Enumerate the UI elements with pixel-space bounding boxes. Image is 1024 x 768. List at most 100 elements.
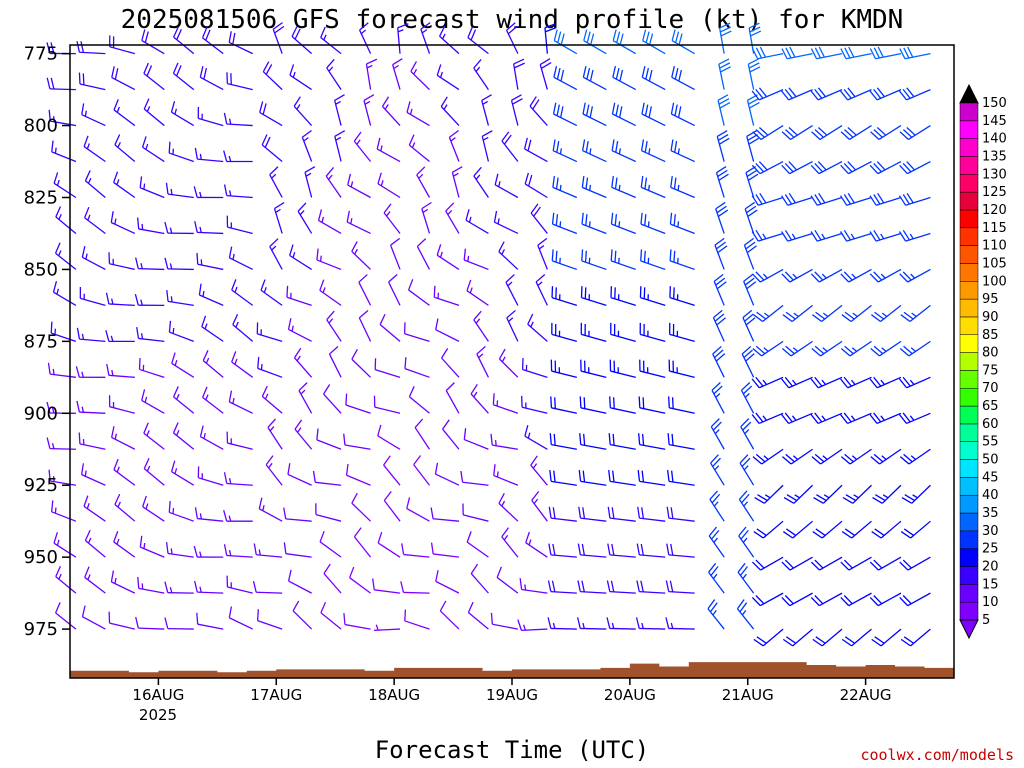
wind-barb <box>374 358 401 378</box>
wind-barb <box>50 321 77 342</box>
wind-barb <box>506 22 519 54</box>
wind-barb <box>713 273 727 306</box>
wind-barb <box>671 66 696 91</box>
wind-barb <box>55 565 77 594</box>
wind-barb <box>537 237 548 270</box>
wind-barb <box>286 285 312 307</box>
colorbar-swatch <box>959 209 979 229</box>
wind-barb <box>136 327 165 343</box>
wind-barb <box>110 570 136 594</box>
colorbar-swatch <box>959 298 979 318</box>
wind-barb <box>611 176 637 199</box>
wind-barb <box>81 103 106 127</box>
wind-barb <box>551 212 578 235</box>
wind-barb <box>421 201 432 234</box>
wind-barb <box>899 160 931 175</box>
wind-barb <box>606 617 636 630</box>
colorbar-swatch <box>959 174 979 193</box>
wind-barb <box>812 304 843 323</box>
wind-barb <box>259 101 283 127</box>
colorbar-top-arrow <box>959 83 979 104</box>
wind-barb <box>667 433 695 450</box>
wind-barb <box>498 348 519 378</box>
wind-barb <box>638 433 666 450</box>
wind-barb <box>441 348 460 378</box>
wind-barb <box>406 497 430 522</box>
wind-barb <box>553 29 578 55</box>
wind-barb <box>740 382 755 414</box>
colorbar-tick-label: 50 <box>982 453 999 468</box>
wind-barb <box>223 510 253 522</box>
wind-barb <box>641 102 666 127</box>
wind-barb <box>668 359 695 378</box>
x-year-label: 2025 <box>139 706 177 724</box>
wind-barb <box>345 463 371 486</box>
wind-barb <box>105 292 135 307</box>
wind-barb <box>812 628 843 647</box>
credit-text: coolwx.com/models <box>860 746 1014 764</box>
wind-barb <box>388 274 401 306</box>
wind-barb <box>751 592 784 607</box>
wind-barb <box>460 470 489 486</box>
wind-barb <box>48 109 77 127</box>
wind-barb <box>166 290 194 307</box>
wind-barb <box>781 556 813 571</box>
wind-barb <box>751 268 784 283</box>
wind-barb <box>141 136 165 163</box>
wind-barb <box>840 448 872 465</box>
wind-barb <box>547 617 577 630</box>
wind-barb <box>870 125 902 141</box>
wind-barb <box>232 314 254 342</box>
wind-barb <box>143 98 165 127</box>
wind-barb <box>436 244 460 270</box>
wind-barb <box>170 101 195 127</box>
wind-barb <box>840 592 872 607</box>
wind-barb <box>869 192 902 206</box>
wind-barb <box>781 268 813 283</box>
wind-barb <box>506 309 519 342</box>
wind-barb <box>840 340 872 357</box>
wind-barb <box>466 531 489 558</box>
wind-barb <box>273 201 285 234</box>
wind-barb <box>740 418 755 450</box>
colorbar-tick-label: 90 <box>982 310 999 325</box>
colorbar-tick-label: 20 <box>982 560 999 575</box>
wind-barb <box>781 592 813 607</box>
wind-barb <box>811 448 843 465</box>
wind-barb <box>810 268 843 283</box>
wind-barb <box>376 137 401 163</box>
wind-barb <box>576 617 607 630</box>
wind-barb <box>898 376 931 389</box>
wind-barb <box>226 431 253 450</box>
wind-barb <box>496 566 519 594</box>
wind-barb <box>580 322 607 342</box>
wind-barb <box>810 229 843 242</box>
colorbar-tick-label: 60 <box>982 417 999 432</box>
wind-barb <box>840 125 872 141</box>
wind-barb <box>78 432 106 450</box>
wind-barb <box>781 412 813 425</box>
colorbar-swatch <box>959 156 979 175</box>
wind-barb <box>751 376 784 389</box>
colorbar-tick-label: 85 <box>982 328 999 343</box>
colorbar-tick-label: 45 <box>982 470 999 485</box>
wind-barb <box>392 58 403 90</box>
wind-barb <box>640 249 666 271</box>
wind-barb <box>548 506 577 522</box>
wind-barb <box>445 382 460 414</box>
wind-barb <box>782 520 813 539</box>
wind-barb <box>465 209 489 235</box>
wind-barb <box>552 176 578 199</box>
wind-barb <box>114 134 136 163</box>
wind-barb <box>782 628 813 647</box>
wind-barb <box>608 469 636 486</box>
wind-barb <box>870 304 902 323</box>
wind-barb <box>579 396 607 414</box>
colorbar-swatch <box>959 334 979 353</box>
wind-barb <box>53 172 77 199</box>
wind-barb <box>752 340 784 357</box>
wind-barb <box>553 66 578 91</box>
wind-barb <box>228 390 253 414</box>
wind-barb <box>374 624 401 631</box>
wind-barb <box>751 160 784 175</box>
